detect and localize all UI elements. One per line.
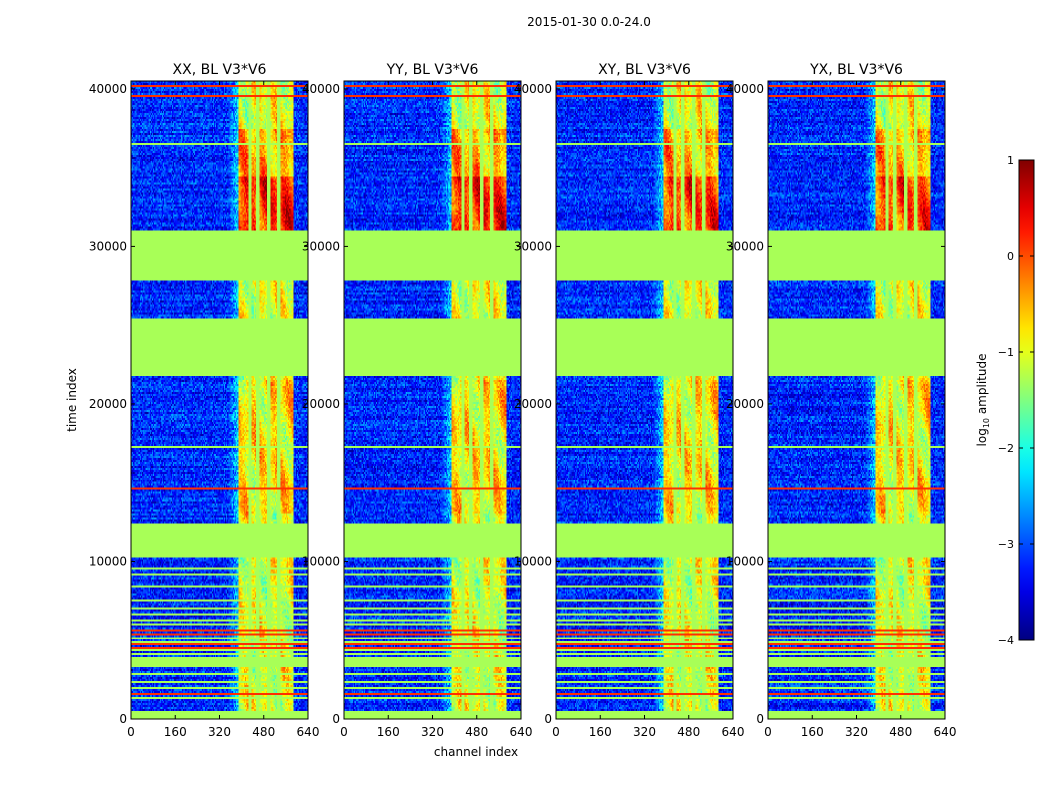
colorbar-tick-label: −1 bbox=[998, 346, 1014, 359]
colorbar-tick-label: 0 bbox=[1007, 250, 1014, 263]
x-tick-label: 160 bbox=[377, 725, 400, 739]
y-tick-label: 30000 bbox=[514, 239, 552, 253]
colorbar-gradient bbox=[1018, 159, 1035, 641]
colorbar-label-log: log bbox=[975, 428, 989, 446]
panel-heatmap bbox=[131, 81, 308, 719]
x-tick-label: 0 bbox=[340, 725, 348, 739]
x-tick-label: 160 bbox=[589, 725, 612, 739]
y-tick-label: 0 bbox=[756, 712, 764, 726]
x-tick-label: 0 bbox=[764, 725, 772, 739]
x-tick-label: 480 bbox=[465, 725, 488, 739]
y-axis-label: time index bbox=[65, 368, 79, 432]
x-tick-label: 320 bbox=[633, 725, 656, 739]
panel-heatmap bbox=[768, 81, 945, 719]
x-tick-label: 160 bbox=[801, 725, 824, 739]
x-tick-label: 640 bbox=[934, 725, 957, 739]
y-tick-label: 40000 bbox=[302, 82, 340, 96]
panel-2: YY, BL V3*V6 0 160 320 480 640 0 10000 20000 3000… bbox=[302, 62, 533, 739]
panel-heatmap bbox=[344, 81, 521, 719]
panel-heatmap bbox=[556, 81, 733, 719]
x-tick-label: 640 bbox=[722, 725, 745, 739]
panel-title: YY, BL V3*V6 bbox=[386, 62, 479, 78]
panel-title: YX, BL V3*V6 bbox=[809, 62, 903, 78]
y-tick-label: 0 bbox=[332, 712, 340, 726]
y-tick-label: 20000 bbox=[514, 397, 552, 411]
y-tick-label: 0 bbox=[544, 712, 552, 726]
x-tick-label: 640 bbox=[297, 725, 320, 739]
x-tick-label: 320 bbox=[845, 725, 868, 739]
y-tick-label: 20000 bbox=[726, 397, 764, 411]
y-tick-label: 10000 bbox=[726, 554, 764, 568]
y-tick-label: 30000 bbox=[89, 239, 127, 253]
y-tick-label: 30000 bbox=[726, 239, 764, 253]
panel-3: XY, BL V3*V6 0 160 320 480 640 0 10000 20000 3000… bbox=[514, 62, 745, 739]
x-tick-label: 480 bbox=[889, 725, 912, 739]
colorbar-tick-label: 1 bbox=[1007, 154, 1014, 167]
y-tick-label: 10000 bbox=[89, 554, 127, 568]
y-tick-label: 20000 bbox=[89, 397, 127, 411]
y-tick-label: 10000 bbox=[302, 554, 340, 568]
panel-title: XY, BL V3*V6 bbox=[598, 62, 691, 78]
y-tick-label: 40000 bbox=[514, 82, 552, 96]
colorbar-tick-label: −2 bbox=[998, 442, 1014, 455]
x-tick-label: 0 bbox=[127, 725, 135, 739]
x-tick-label: 160 bbox=[164, 725, 187, 739]
panel-1: XX, BL V3*V6 0 160 320 480 640 0 10000 20000 3000… bbox=[89, 62, 320, 739]
colorbar-tick-label: −3 bbox=[998, 538, 1014, 551]
x-tick-label: 480 bbox=[252, 725, 275, 739]
colorbar-tick-label: −4 bbox=[998, 634, 1014, 647]
x-tick-label: 320 bbox=[421, 725, 444, 739]
colorbar-label-rest: amplitude bbox=[975, 354, 989, 418]
colorbar-label-sub: 10 bbox=[982, 418, 991, 428]
panel-title: XX, BL V3*V6 bbox=[173, 62, 267, 78]
panels: XX, BL V3*V6 0 160 320 480 640 0 10000 20000 3000… bbox=[89, 62, 957, 739]
panel-4: YX, BL V3*V6 0 160 320 480 640 0 10000 20000 3000… bbox=[726, 62, 957, 739]
x-tick-label: 480 bbox=[677, 725, 700, 739]
y-tick-label: 10000 bbox=[514, 554, 552, 568]
y-tick-label: 40000 bbox=[89, 82, 127, 96]
x-tick-label: 320 bbox=[208, 725, 231, 739]
y-tick-label: 40000 bbox=[726, 82, 764, 96]
x-tick-label: 0 bbox=[552, 725, 560, 739]
y-tick-label: 30000 bbox=[302, 239, 340, 253]
x-axis-label: channel index bbox=[434, 745, 518, 759]
colorbar-label: log10 amplitude bbox=[975, 354, 991, 447]
y-tick-label: 0 bbox=[119, 712, 127, 726]
colorbar: −4 −3 −2 −1 0 1 bbox=[998, 154, 1035, 647]
y-tick-label: 20000 bbox=[302, 397, 340, 411]
x-tick-label: 640 bbox=[510, 725, 533, 739]
figure-suptitle: 2015-01-30 0.0-24.0 bbox=[527, 15, 651, 29]
